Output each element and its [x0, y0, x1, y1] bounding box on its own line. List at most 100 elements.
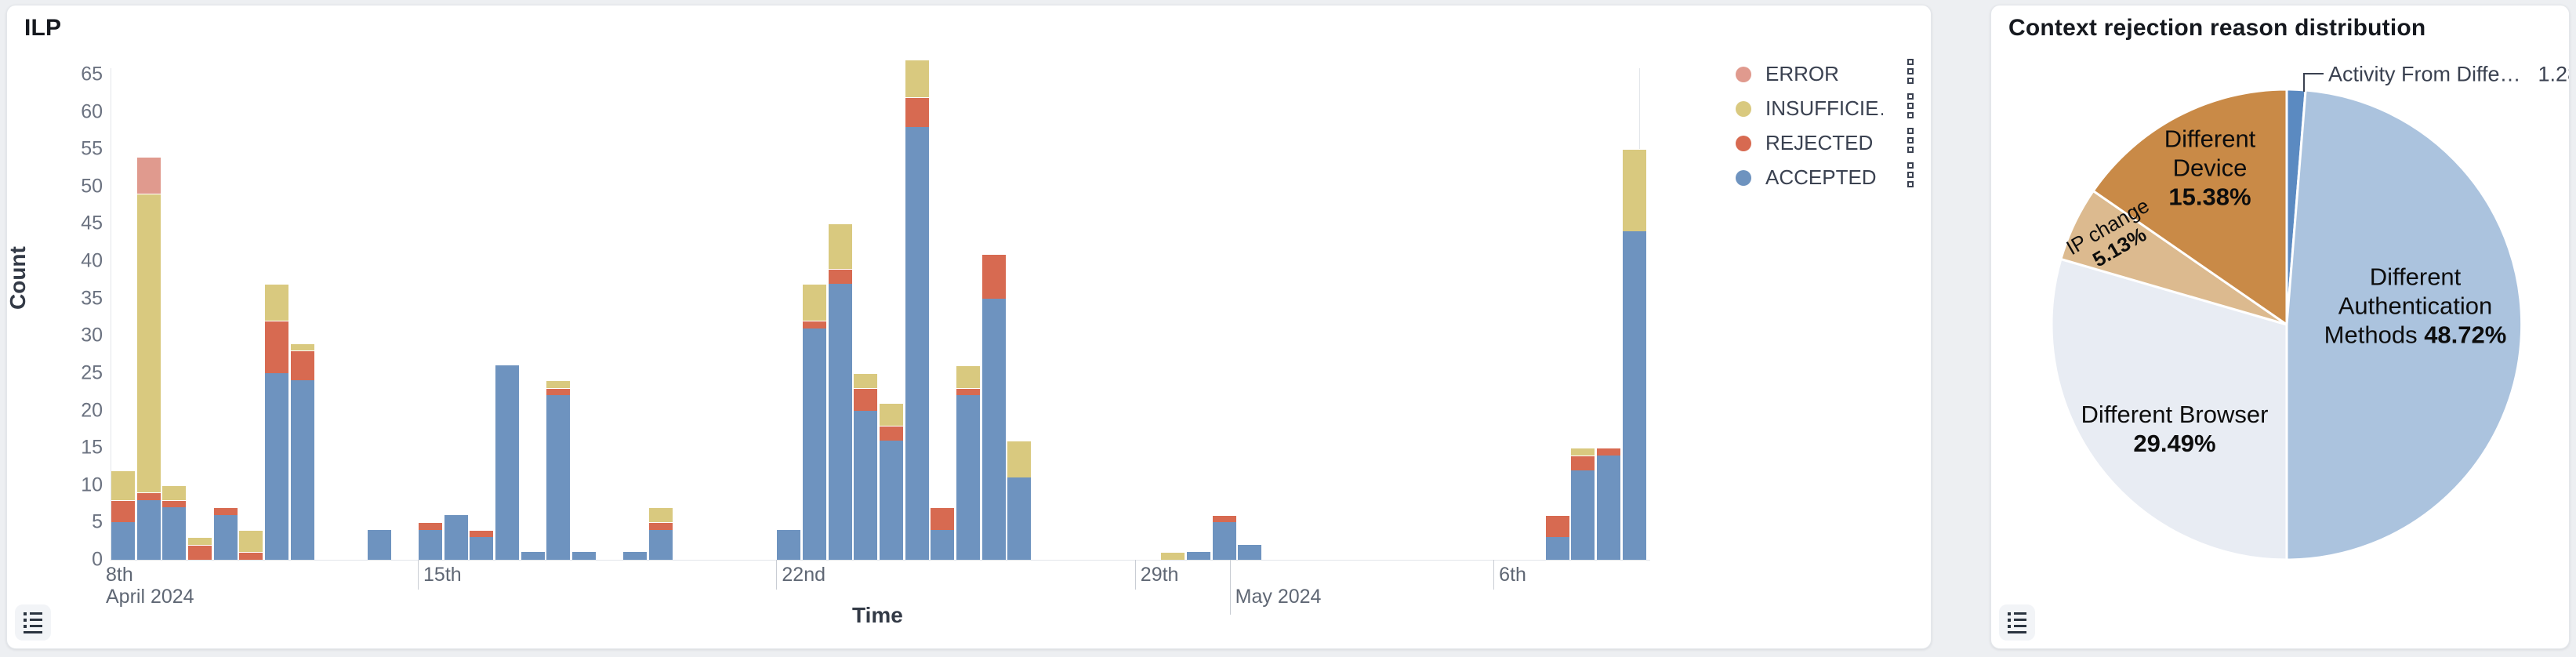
bar-segment-accepted — [623, 552, 648, 560]
bar-segment-accepted — [265, 372, 289, 560]
callout-line — [2303, 73, 2324, 74]
bar[interactable] — [1187, 552, 1211, 560]
bar-segment-rejected — [854, 387, 878, 411]
bar[interactable] — [1571, 448, 1595, 560]
legend-marker — [1736, 100, 1751, 117]
bar[interactable] — [777, 529, 801, 560]
legend-label: INSUFFICIE… — [1765, 96, 1883, 120]
bar-segment-insufficient — [546, 380, 571, 388]
bar[interactable] — [162, 485, 187, 560]
bar-segment-rejected — [1571, 455, 1595, 470]
bar-segment-accepted — [1187, 552, 1211, 560]
bar[interactable] — [188, 537, 212, 560]
bar-segment-accepted — [854, 410, 878, 560]
bar-segment-insufficient — [905, 59, 929, 97]
legend-item-accepted[interactable]: ACCEPTED — [1736, 165, 1883, 190]
bar-segment-rejected — [905, 96, 929, 127]
data-view-button[interactable] — [15, 604, 51, 641]
bar-segment-accepted — [956, 395, 981, 560]
legend-menu-icon[interactable] — [1907, 128, 1914, 153]
bar[interactable] — [905, 59, 929, 560]
bar-segment-accepted — [777, 529, 801, 560]
bar[interactable] — [1596, 448, 1620, 560]
bar[interactable] — [931, 507, 955, 560]
x-axis-label: Time — [852, 603, 903, 627]
bar-segment-accepted — [981, 298, 1006, 560]
y-tick-label: 20 — [81, 399, 103, 422]
x-tick-label: 15th — [423, 564, 462, 586]
bar[interactable] — [649, 507, 673, 560]
bar-segment-rejected — [828, 268, 852, 284]
bar-segment-accepted — [1596, 455, 1620, 560]
bar[interactable] — [956, 365, 981, 560]
bar[interactable] — [1622, 149, 1646, 560]
bar[interactable] — [265, 283, 289, 560]
bar[interactable] — [981, 253, 1006, 560]
bar-segment-accepted — [1545, 537, 1569, 560]
bar[interactable] — [111, 470, 135, 560]
bar[interactable] — [213, 507, 238, 560]
pie-slice-different-authentication-methods[interactable] — [2285, 89, 2523, 561]
bar-segment-insufficient — [880, 403, 904, 426]
bar[interactable] — [521, 552, 545, 560]
bar-segment-accepted — [880, 440, 904, 560]
pie-slice-different-browser[interactable] — [2050, 258, 2288, 561]
y-axis-label: Count — [6, 246, 30, 310]
legend-menu-icon[interactable] — [1907, 162, 1914, 187]
legend-item-error[interactable]: ERROR — [1736, 62, 1883, 86]
bar-segment-accepted — [470, 537, 494, 560]
bar[interactable] — [367, 529, 391, 560]
legend-marker — [1736, 66, 1751, 82]
pie-slice-different-device[interactable] — [2092, 88, 2288, 326]
y-tick-label: 50 — [81, 175, 103, 198]
bar[interactable] — [419, 522, 443, 560]
x-axis-tick — [1493, 560, 1495, 590]
panel-pie-title: Context rejection reason distribution — [2008, 15, 2426, 41]
legend-marker — [1736, 135, 1751, 151]
bar[interactable] — [470, 529, 494, 560]
legend-item-insufficie[interactable]: INSUFFICIE… — [1736, 96, 1883, 121]
legend-marker — [1736, 169, 1751, 186]
bar[interactable] — [1161, 552, 1185, 560]
pie-svg — [2050, 88, 2523, 561]
bar-segment-rejected — [803, 321, 827, 328]
bar-segment-insufficient — [290, 343, 314, 351]
bar[interactable] — [136, 156, 161, 560]
bar[interactable] — [572, 552, 597, 560]
bar[interactable] — [623, 552, 648, 560]
bar[interactable] — [546, 380, 571, 560]
bar[interactable] — [854, 372, 878, 560]
bar-segment-accepted — [111, 522, 135, 560]
bar-segment-insufficient — [1571, 448, 1595, 456]
bar-segment-insufficient — [803, 283, 827, 321]
bar-segment-accepted — [649, 529, 673, 560]
bar[interactable] — [239, 529, 263, 560]
pie-label-different-device: Different Device 15.38% — [2164, 125, 2256, 211]
y-tick-label: 0 — [92, 548, 103, 571]
bar[interactable] — [803, 283, 827, 560]
bar-segment-rejected — [956, 387, 981, 396]
x-tick-label: May 2024 — [1235, 586, 1322, 608]
bar[interactable] — [1238, 544, 1262, 560]
bar[interactable] — [1212, 514, 1236, 560]
panel-ilp: ILP 0 5 10 15 20 25 30 35 40 45 50 55 60 65 8th April 2… — [6, 5, 1932, 649]
y-tick-label: 55 — [81, 137, 103, 160]
bar[interactable] — [1545, 514, 1569, 560]
bar[interactable] — [880, 403, 904, 560]
bar[interactable] — [495, 365, 520, 560]
y-tick-label: 65 — [81, 63, 103, 85]
bar-segment-accepted — [367, 529, 391, 560]
data-view-button[interactable] — [1999, 604, 2035, 641]
legend-item-rejected[interactable]: REJECTED — [1736, 131, 1883, 155]
legend-menu-icon[interactable] — [1907, 59, 1914, 84]
bar-segment-accepted — [162, 507, 187, 560]
bar[interactable] — [828, 223, 852, 560]
bar-segment-insufficient — [111, 470, 135, 500]
bar[interactable] — [290, 343, 314, 560]
bar-segment-accepted — [803, 328, 827, 560]
bar-segment-accepted — [572, 552, 597, 560]
bar-segment-insufficient — [1007, 440, 1032, 478]
bar[interactable] — [1007, 440, 1032, 560]
legend-menu-icon[interactable] — [1907, 93, 1914, 118]
bar[interactable] — [444, 514, 468, 560]
